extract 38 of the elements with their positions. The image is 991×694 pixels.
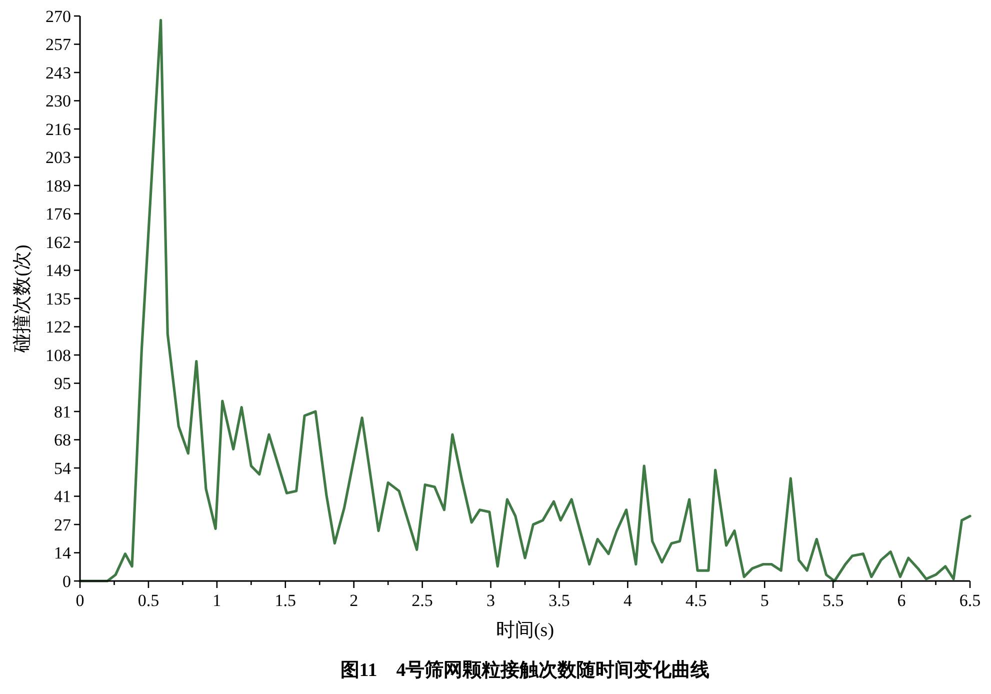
y-tick-label: 68 (54, 430, 71, 450)
y-tick-label: 95 (54, 374, 71, 394)
x-tick-label: 5.5 (822, 591, 844, 610)
y-tick-label: 162 (46, 232, 71, 252)
y-tick-label: 270 (46, 6, 71, 26)
y-tick-label: 257 (46, 35, 72, 54)
x-axis-title: 时间(s) (496, 620, 554, 641)
x-tick-label: 3 (486, 591, 496, 610)
y-tick-label: 243 (46, 63, 71, 82)
y-tick-label: 81 (54, 402, 71, 422)
y-axis-title: 碰撞次数(次) (12, 244, 33, 354)
y-tick-label: 216 (46, 120, 71, 139)
x-tick-label: 4 (623, 591, 632, 610)
x-tick-label: 2 (350, 591, 358, 610)
x-tick-label: 6 (897, 591, 906, 610)
y-tick-label: 27 (54, 515, 72, 534)
x-tick-label: 0 (76, 591, 84, 610)
y-tick-label: 189 (46, 176, 71, 196)
y-tick-label: 135 (46, 289, 71, 308)
x-tick-label: 3.5 (548, 591, 570, 610)
y-tick-label: 176 (46, 204, 71, 224)
y-tick-label: 41 (54, 487, 71, 506)
x-tick-label: 6.5 (959, 591, 981, 610)
x-tick-label: 5 (760, 591, 769, 610)
y-tick-label: 108 (46, 346, 71, 365)
x-tick-label: 0.5 (138, 591, 160, 610)
y-tick-label: 122 (46, 318, 71, 337)
x-tick-label: 4.5 (686, 591, 707, 610)
text: 图11 4号筛网颗粒接触次数随时间变化曲线 (340, 659, 710, 681)
y-tick-label: 203 (46, 148, 71, 168)
y-tick-label: 230 (46, 92, 71, 111)
x-tick-label: 2.5 (412, 591, 433, 610)
x-tick-label: 1.5 (274, 591, 296, 610)
y-tick-label: 0 (62, 572, 71, 591)
y-tick-label: 149 (46, 261, 71, 280)
x-tick-label: 1 (212, 591, 222, 610)
y-tick-label: 14 (54, 544, 72, 563)
y-tick-label: 54 (54, 458, 72, 478)
